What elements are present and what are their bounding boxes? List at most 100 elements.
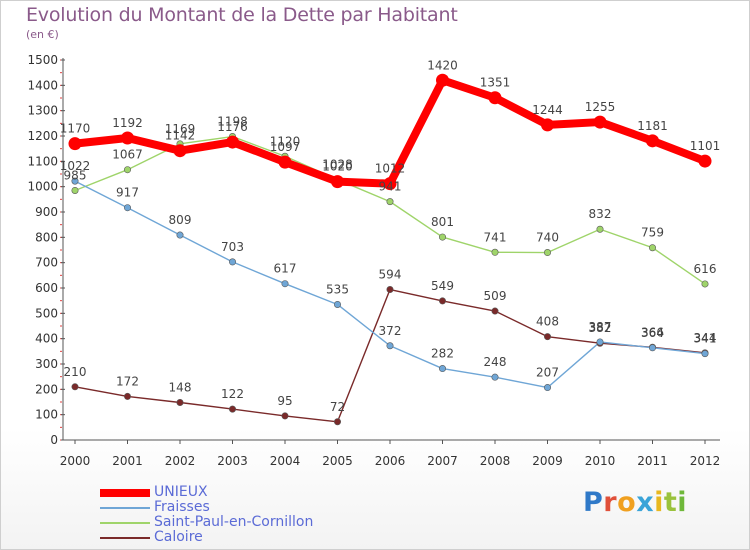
data-point — [121, 131, 134, 145]
legend-swatch — [100, 537, 150, 539]
data-point — [68, 137, 82, 151]
series-line-caloire — [74, 288, 706, 423]
data-point — [229, 258, 237, 266]
y-tick-label: 1500 — [27, 53, 58, 67]
data-point — [438, 365, 446, 373]
x-tick-label: 2010 — [585, 454, 616, 468]
data-label: 207 — [536, 366, 559, 380]
data-label: 1028 — [322, 158, 353, 172]
data-point — [596, 225, 604, 233]
x-tick-label: 2007 — [427, 454, 458, 468]
data-label: 1022 — [60, 159, 91, 173]
data-label: 372 — [379, 324, 402, 338]
x-tick-label: 2005 — [322, 454, 353, 468]
logo-letter: x — [636, 487, 655, 518]
legend-item: UNIEUX — [100, 484, 360, 500]
data-label: 1351 — [480, 76, 511, 90]
legend-item: Saint-Paul-en-Cornillon — [100, 514, 360, 530]
logo-letter: i — [677, 487, 688, 518]
data-point — [383, 177, 397, 191]
data-label: 832 — [589, 207, 612, 221]
x-tick-label: 2003 — [217, 454, 248, 468]
logo-letter: o — [617, 487, 637, 518]
data-label: 741 — [484, 230, 507, 244]
legend-label: Fraisses — [154, 499, 210, 515]
data-point — [124, 392, 132, 400]
data-label: 985 — [64, 168, 87, 182]
y-tick-label: 0 — [50, 433, 58, 447]
data-point — [648, 344, 656, 352]
data-label: 941 — [379, 180, 402, 194]
data-label: 549 — [431, 279, 454, 293]
x-tick-label: 2000 — [60, 454, 91, 468]
x-tick-label: 2004 — [270, 454, 301, 468]
data-point — [543, 333, 551, 341]
x-tick-label: 2006 — [375, 454, 406, 468]
legend-swatch — [100, 522, 150, 524]
data-point — [701, 350, 709, 358]
data-point — [173, 144, 187, 158]
data-point — [491, 373, 499, 381]
data-label: 1420 — [427, 58, 458, 72]
data-point — [124, 166, 132, 174]
data-label: 1176 — [217, 120, 248, 134]
data-label: 1170 — [60, 122, 91, 136]
data-label: 1120 — [270, 134, 301, 148]
data-label: 341 — [694, 332, 717, 346]
data-label: 72 — [330, 400, 345, 414]
data-label: 1169 — [165, 122, 196, 136]
legend-label: UNIEUX — [154, 484, 208, 500]
data-label: 594 — [379, 268, 402, 282]
data-label: 248 — [484, 355, 507, 369]
data-label: 1255 — [585, 100, 616, 114]
data-label: 1244 — [532, 103, 563, 117]
data-point — [701, 280, 709, 288]
data-point — [333, 300, 341, 308]
data-label: 387 — [589, 320, 612, 334]
data-point — [71, 186, 79, 194]
data-point — [124, 204, 132, 212]
data-label: 809 — [169, 213, 192, 227]
data-point — [543, 384, 551, 392]
y-tick-label: 1200 — [27, 129, 58, 143]
data-label: 382 — [589, 321, 612, 335]
data-point — [386, 286, 394, 294]
data-point — [596, 338, 604, 346]
y-tick-label: 300 — [35, 357, 58, 371]
data-label: 364 — [641, 326, 664, 340]
data-label: 122 — [221, 387, 244, 401]
data-label: 617 — [274, 262, 297, 276]
data-label: 366 — [641, 325, 664, 339]
data-point — [491, 307, 499, 315]
data-point — [333, 418, 341, 426]
data-label: 801 — [431, 215, 454, 229]
data-point — [386, 198, 394, 206]
y-tick-label: 900 — [35, 205, 58, 219]
legend-swatch — [100, 507, 150, 509]
data-point — [331, 175, 344, 189]
data-point — [646, 134, 659, 148]
data-point — [543, 249, 551, 257]
x-tick-label: 2012 — [690, 454, 721, 468]
data-label: 1067 — [112, 148, 143, 162]
logo-letter: t — [663, 487, 678, 518]
x-tick-label: 2001 — [112, 454, 143, 468]
legend-label: Saint-Paul-en-Cornillon — [154, 514, 314, 530]
data-point — [71, 383, 79, 391]
data-point — [226, 135, 239, 149]
chart-axes: 0 100 200 300 400 500 600 700 800 900 1000 1100 1200… — [27, 53, 720, 468]
data-label: 1101 — [690, 139, 721, 153]
data-label: 282 — [431, 347, 454, 361]
legend-item: Caloire — [100, 529, 360, 545]
data-point — [278, 155, 292, 169]
x-tick-label: 2008 — [480, 454, 511, 468]
data-point — [71, 177, 79, 185]
series-points — [68, 73, 712, 426]
data-label: 703 — [221, 240, 244, 254]
data-label: 759 — [641, 226, 664, 240]
data-label: 535 — [326, 282, 349, 296]
data-point — [229, 405, 237, 413]
data-label: 148 — [169, 381, 192, 395]
data-point — [491, 248, 499, 256]
